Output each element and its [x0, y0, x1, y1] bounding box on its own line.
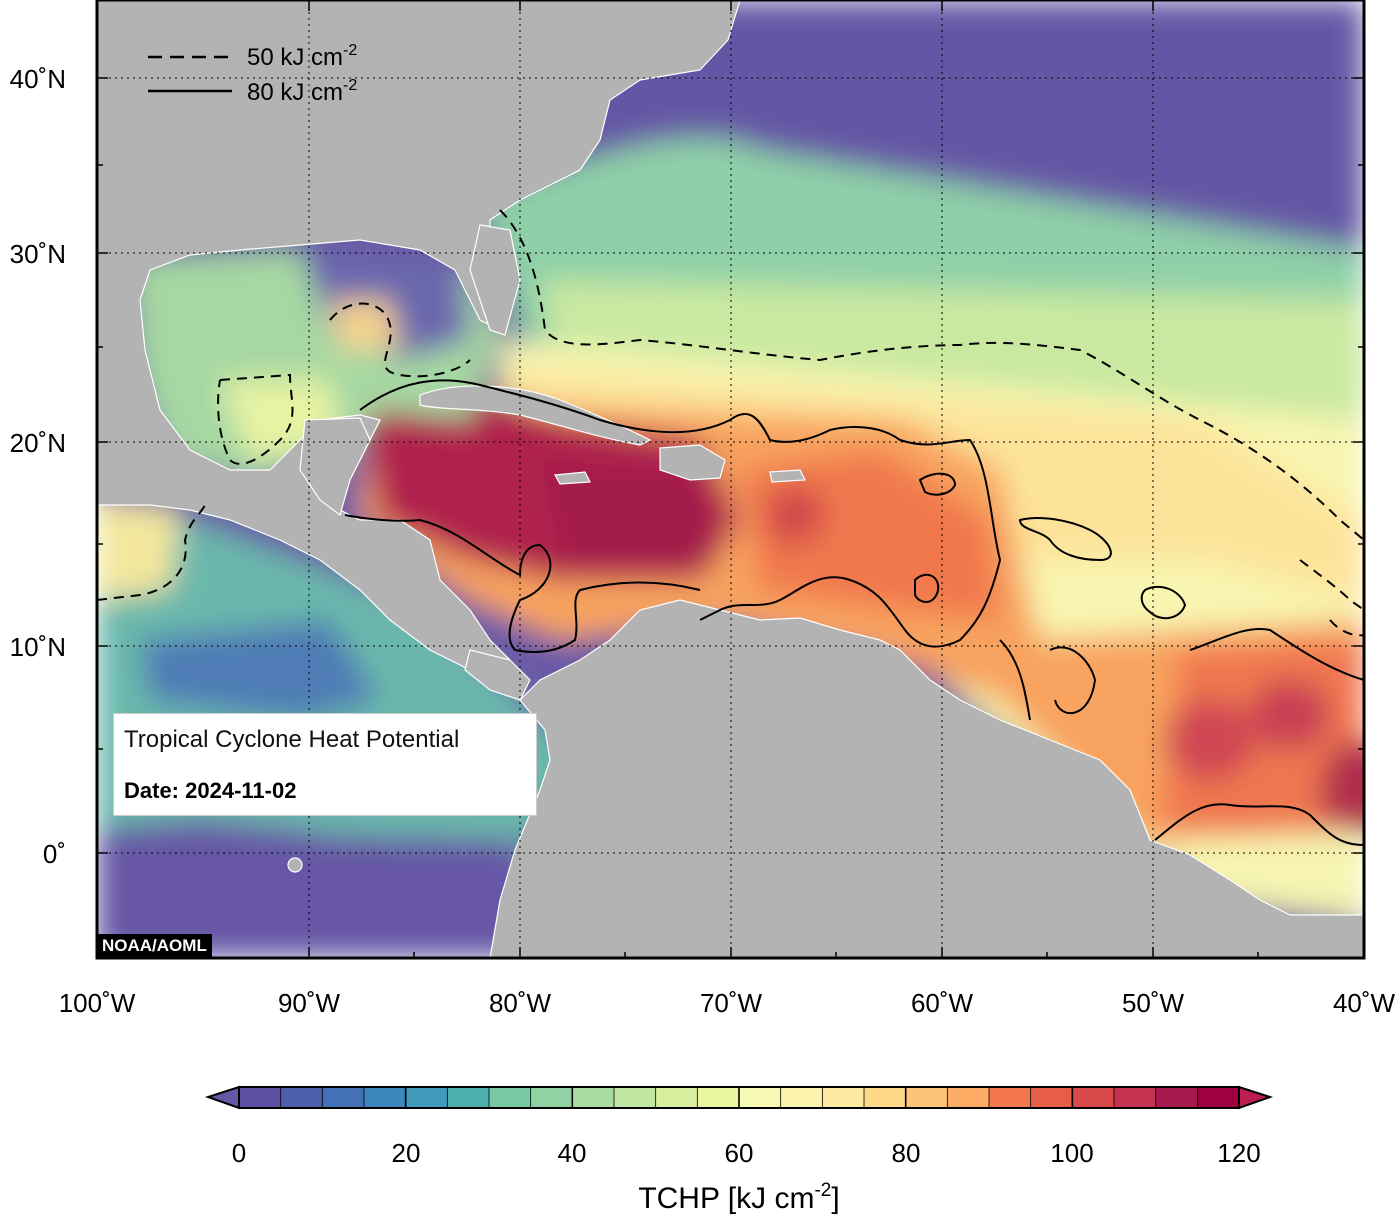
colorbar-tick-label: 40: [558, 1138, 587, 1168]
colorbar-cell: [614, 1087, 657, 1108]
colorbar-cell: [864, 1087, 907, 1108]
contour-50-gulf: [217, 302, 471, 465]
contour-80-south-atlantic: [999, 628, 1364, 721]
colorbar-cell: [1030, 1087, 1073, 1108]
info-date: Date: 2024-11-02: [124, 778, 297, 803]
colorbar-cell: [1197, 1087, 1240, 1108]
colorbar-low-arrow: [204, 1085, 240, 1110]
contour-legend: 50 kJ cm-2 80 kJ cm-2: [148, 42, 357, 106]
contour-80-east-loop: [1018, 517, 1112, 562]
tick-marks: [97, 0, 1364, 958]
legend-50-text: 50 kJ cm: [247, 44, 343, 71]
colorbar-cell: [364, 1087, 407, 1108]
colorbar-cell: [989, 1087, 1032, 1108]
north-america-land: [97, 0, 741, 701]
lon-label: 100˚W: [59, 988, 136, 1018]
colorbar-cell: [1155, 1087, 1198, 1108]
colorbar-cell: [905, 1087, 948, 1108]
colorbar-cell: [822, 1087, 865, 1108]
colorbar-cell: [280, 1087, 323, 1108]
credit-label: NOAA/AOML: [97, 934, 212, 958]
colorbar-title-superscript: -2: [814, 1180, 831, 1201]
info-box: Tropical Cyclone Heat Potential Date: 20…: [113, 713, 537, 816]
colorbar-cell: [780, 1087, 823, 1108]
colorbar-title-suffix: ]: [831, 1182, 839, 1215]
lat-label: 0˚: [43, 839, 66, 869]
colorbar-tick-label: 20: [392, 1138, 421, 1168]
legend-80-label: 80 kJ cm-2: [247, 77, 357, 106]
colorbar-cell: [489, 1087, 532, 1108]
colorbar-cell: [447, 1087, 490, 1108]
contour-50-east: [1299, 559, 1364, 637]
contour-50-north: [499, 209, 1364, 541]
lat-label: 20˚N: [10, 428, 66, 458]
puerto-rico-land: [769, 469, 806, 483]
cuba-land: [419, 385, 652, 446]
hispaniola-land: [659, 444, 726, 481]
colorbar-tick-label: 80: [892, 1138, 921, 1168]
contour-80-south: [344, 514, 701, 653]
colorbar-cell: [1114, 1087, 1157, 1108]
colorbar-cell: [572, 1087, 615, 1108]
lat-label: 40˚N: [10, 64, 66, 94]
jamaica-land: [554, 471, 591, 485]
colorbar-high-arrow: [1238, 1085, 1274, 1110]
lat-label: 30˚N: [10, 239, 66, 269]
galapagos-land: [287, 857, 303, 873]
colorbar-cell: [322, 1087, 365, 1108]
latitude-labels: 40˚N 30˚N 20˚N 10˚N 0˚: [10, 64, 66, 869]
colorbar-cell: [405, 1087, 448, 1108]
legend-80-superscript: -2: [343, 77, 357, 94]
colorbar-cell: [530, 1087, 573, 1108]
colorbar-tick-label: 0: [232, 1138, 246, 1168]
colorbar-tick-label: 120: [1217, 1138, 1260, 1168]
colorbar-cell: [655, 1087, 698, 1108]
colorbar-cell: [1072, 1087, 1115, 1108]
lon-label: 70˚W: [700, 988, 763, 1018]
lon-label: 60˚W: [911, 988, 974, 1018]
colorbar-cell: [239, 1087, 282, 1108]
contour-80-small-loop: [1140, 585, 1187, 620]
colorbar-cells: [239, 1087, 1240, 1108]
colorbar-cell: [739, 1087, 782, 1108]
colorbar-ticks: [238, 1087, 1240, 1108]
panama-land: [464, 649, 531, 701]
lon-label: 90˚W: [278, 988, 341, 1018]
south-america-land: [489, 599, 1364, 958]
legend-50-label: 50 kJ cm-2: [247, 42, 357, 71]
land-masses: [97, 0, 1364, 958]
colorbar-tick-label: 60: [725, 1138, 754, 1168]
colorbar-cell: [697, 1087, 740, 1108]
longitude-labels: 100˚W 90˚W 80˚W 70˚W 60˚W 50˚W 40˚W: [59, 988, 1396, 1018]
colorbar-title: TCHP [kJ cm-2]: [638, 1180, 839, 1215]
colorbar-cell: [947, 1087, 990, 1108]
lon-label: 80˚W: [489, 988, 552, 1018]
colorbar-tick-label: 100: [1050, 1138, 1093, 1168]
colorbar: 0 20 40 60 80 100 120 TCHP [kJ cm-2]: [204, 1085, 1274, 1215]
map-area: [97, 0, 1364, 958]
contour-80-islands: [914, 472, 957, 603]
contour-80-main: [359, 379, 1002, 648]
lat-label: 10˚N: [10, 632, 66, 662]
contour-50-pacific: [97, 504, 206, 601]
legend-50-superscript: -2: [343, 42, 357, 59]
colorbar-title-text: TCHP [kJ cm: [638, 1182, 814, 1215]
yucatan-land: [299, 417, 371, 517]
legend-80-text: 80 kJ cm: [247, 79, 343, 106]
lon-label: 50˚W: [1122, 988, 1185, 1018]
contour-lines: [97, 209, 1364, 846]
contour-80-equator: [1154, 803, 1364, 846]
lon-label: 40˚W: [1333, 988, 1396, 1018]
info-title: Tropical Cyclone Heat Potential: [124, 726, 460, 753]
